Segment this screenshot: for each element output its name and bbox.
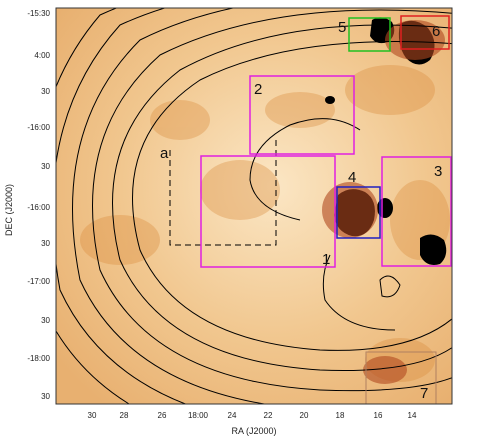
region-label-6: 6 (432, 23, 440, 40)
region-a-outline (169, 140, 277, 246)
region-label-a: a (160, 145, 169, 162)
y-tick-label: 30 (41, 392, 50, 401)
y-tick-label: 30 (41, 162, 50, 171)
region-label-4: 4 (348, 169, 356, 186)
y-tick-label: -17:00 (27, 277, 50, 286)
region-label-5: 5 (338, 19, 346, 36)
x-tick-label: 18 (336, 411, 345, 420)
x-tick-label: 24 (228, 411, 237, 420)
region-label-3: 3 (434, 163, 442, 180)
x-tick-label: 14 (408, 411, 417, 420)
x-tick-label: 22 (264, 411, 273, 420)
y-axis-title: DEC (J2000) (4, 184, 14, 236)
region-3-box (381, 156, 452, 267)
region-label-7: 7 (420, 385, 428, 402)
region-5-box (348, 17, 391, 52)
x-tick-label: 20 (300, 411, 309, 420)
emission-patches (80, 65, 450, 382)
y-tick-label: -15:30 (27, 9, 50, 18)
region-labels: 1 2 3 4 5 6 7 a (160, 19, 442, 402)
y-tick-label: 30 (41, 316, 50, 325)
x-tick-label: 28 (120, 411, 129, 420)
plot-frame (55, 7, 453, 405)
region-6-box (400, 15, 450, 50)
region-2-box (249, 75, 355, 155)
reddish-emission (322, 20, 445, 384)
y-axis: -15:30 4:00 30 -16:00 30 -16:00 30 -17:0… (4, 9, 51, 401)
y-tick-label: -16:00 (27, 203, 50, 212)
x-tick-label: 18:00 (188, 411, 209, 420)
region-boxes (200, 15, 452, 405)
region-4-box (336, 186, 381, 239)
contour-lines (56, 8, 452, 404)
x-tick-label: 16 (374, 411, 383, 420)
region-label-2: 2 (254, 81, 262, 98)
x-tick-label: 30 (88, 411, 97, 420)
y-tick-label: -16:00 (27, 123, 50, 132)
x-tick-label: 26 (158, 411, 167, 420)
region-label-1: 1 (322, 251, 330, 268)
y-tick-label: 30 (41, 239, 50, 248)
y-tick-label: 4:00 (34, 51, 50, 60)
x-axis-title: RA (J2000) (231, 426, 276, 436)
region-1-box (200, 155, 336, 268)
y-tick-label: -18:00 (27, 354, 50, 363)
x-axis: 30 28 26 18:00 24 22 20 18 16 14 RA (J20… (88, 411, 417, 436)
y-tick-label: 30 (41, 87, 50, 96)
